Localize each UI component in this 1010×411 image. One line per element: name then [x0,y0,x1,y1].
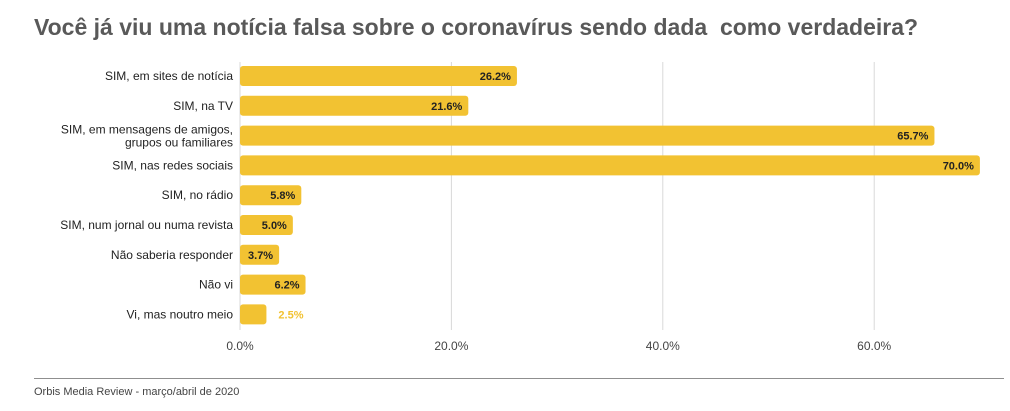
data-label: 5.8% [270,190,295,202]
data-label: 21.6% [431,101,462,113]
category-label: SIM, no rádio [162,188,234,202]
bar [240,274,306,295]
bars [240,66,980,325]
footer-divider [34,378,1004,379]
category-label: SIM, em mensagens de amigos, [61,123,233,137]
data-label: 26.2% [480,71,511,83]
category-label: SIM, em sites de notícia [105,69,233,83]
source-note: Orbis Media Review - março/abril de 2020 [34,386,240,398]
bar [240,304,267,325]
category-label: SIM, na TV [173,99,233,113]
bar [240,95,469,116]
bar [240,244,280,265]
category-label: Não vi [199,278,233,292]
labels: 0.0% 20.0% 40.0% 60.0% SIM, em sites de notí… [60,69,974,353]
bar [240,66,517,86]
x-tick-label: 40.0% [646,339,680,353]
x-tick-label: 20.0% [434,339,468,353]
data-label: 6.2% [274,280,299,292]
bar [240,215,293,235]
x-tick-label: 60.0% [857,339,891,353]
x-tick-label: 0.0% [226,339,254,353]
bar [240,185,302,206]
bar-chart: 0.0% 20.0% 40.0% 60.0% SIM, em sites de notí… [60,62,980,353]
data-label: 3.7% [248,250,273,262]
category-label: SIM, nas redes sociais [112,158,233,172]
chart-title: Você já viu uma notícia falsa sobre o co… [34,14,919,40]
bar [240,125,935,146]
category-label: SIM, num jornal ou numa revista [60,218,233,232]
category-label: Não saberia responder [111,248,233,262]
data-label: 5.0% [262,220,287,232]
data-label: 65.7% [897,131,928,143]
category-label: Vi, mas noutro meio [127,307,234,321]
data-label: 70.0% [943,160,974,172]
bar [240,155,980,176]
category-label: grupos ou familiares [125,136,233,150]
data-label: 2.5% [278,309,303,321]
